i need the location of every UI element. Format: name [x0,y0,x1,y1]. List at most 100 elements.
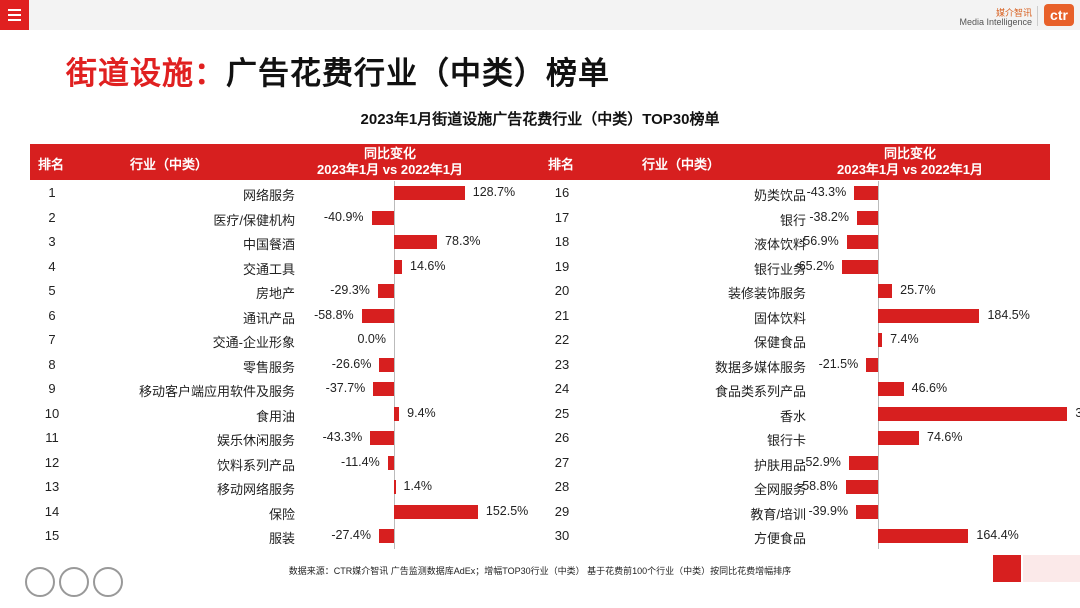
bar [878,308,980,323]
page-title-prefix: 街道设施： [66,56,226,91]
value-label: -37.7% [325,381,366,396]
footer-accent-block [993,555,1021,582]
bar [361,308,394,323]
value-label: 128.7% [472,185,516,200]
header-rank-right: 排名 [548,157,575,172]
value-label: 152.5% [485,503,529,518]
header-yoy-left: 同比变化 2023年1月 vs 2022年1月 [317,146,463,177]
bar [878,333,883,348]
value-label: -39.9% [808,503,849,518]
industry-label: 数据多媒体服务 [714,359,806,375]
value-label: -11.4% [341,454,380,469]
bar [394,504,478,519]
industry-label: 中国餐酒 [242,237,295,253]
rank-label: 10 [44,405,60,421]
rank-label: 5 [48,283,56,299]
logo-cn: 媒介智讯 [995,8,1032,18]
industry-label: 零售服务 [242,359,295,375]
header-industry-right: 行业（中类） [642,157,721,172]
bar [878,284,893,299]
value-label: -43.3% [322,430,363,445]
rank-label: 27 [554,454,570,470]
bar [379,357,394,372]
bar [845,480,878,495]
industry-label: 保险 [268,506,295,522]
industry-label: 奶类饮品 [753,188,806,204]
industry-label: 网络服务 [242,188,295,204]
bar [394,259,403,274]
value-label: -43.3% [806,185,847,200]
industry-label: 娱乐休闲服务 [216,433,295,449]
bar [378,529,394,544]
rank-label: 20 [554,283,570,299]
rank-label: 25 [554,405,570,421]
rank-label: 12 [44,454,60,470]
menu-icon [8,9,21,11]
bar [394,406,400,421]
rank-label: 8 [48,356,56,372]
bar [387,455,394,470]
value-label: -52.9% [801,454,841,469]
rank-label: 19 [554,258,570,274]
menu-button[interactable] [0,0,29,30]
value-label: -26.6% [331,356,372,371]
rank-label: 16 [554,185,570,201]
zero-axis-left_table [394,181,395,549]
industry-label: 食用油 [255,408,295,424]
ctr-logo-icon: ctr [1044,4,1074,26]
logo-en: Media Intelligence [959,17,1032,27]
bar [856,504,878,519]
sgs-seal-icon [59,567,89,597]
bar [377,284,394,299]
bar [842,259,878,274]
bar [856,210,878,225]
rank-label: 23 [554,356,570,372]
value-label: 9.4% [407,405,436,420]
bar [373,382,394,397]
value-label: 0.0% [357,332,387,347]
page-title: 街道设施：广告花费行业（中类）榜单 [66,48,610,93]
bar [878,382,904,397]
rank-label: 2 [48,209,56,225]
table-header: 排名 行业（中类） 同比变化 2023年1月 vs 2022年1月 排名 行业（… [30,144,1050,180]
industry-label: 通讯产品 [242,310,295,326]
header-industry-left: 行业（中类） [130,157,209,172]
value-label: 25.7% [900,283,936,298]
industry-label: 交通工具 [242,261,295,277]
rank-label: 30 [554,528,570,544]
value-label: -21.5% [818,356,859,371]
bar [866,357,878,372]
rank-label: 4 [48,258,56,274]
header-rank-left: 排名 [38,157,65,172]
logo-divider [1037,6,1038,26]
value-label: 7.4% [890,332,919,347]
value-label: 78.3% [445,234,481,249]
rank-label: 3 [48,234,56,250]
bar [878,406,1068,421]
bar [846,235,878,250]
industry-label: 医疗/保健机构 [213,212,295,228]
industry-label: 全网服务 [753,482,806,498]
value-label: 1.4% [403,479,433,494]
rank-label: 26 [554,430,570,446]
industry-label: 银行 [779,212,806,228]
bar [371,210,394,225]
industry-label: 液体饮料 [753,237,806,253]
rank-label: 18 [554,234,570,250]
rank-label: 11 [45,430,59,446]
rank-label: 24 [554,381,570,397]
sgs-seal-icon [25,567,55,597]
bar [878,529,969,544]
industry-label: 银行卡 [766,433,806,449]
bar [394,186,465,201]
industry-label: 食品类系列产品 [714,384,806,400]
industry-label: 移动客户端应用软件及服务 [138,384,295,400]
rank-label: 1 [48,185,56,201]
sgs-seal-icon [93,567,123,597]
value-label: -65.2% [794,258,835,273]
value-label: 14.6% [410,258,446,273]
industry-label: 交通-企业形象 [212,335,295,351]
industry-label: 保健食品 [753,335,806,351]
bar [878,431,920,446]
bar [394,480,396,495]
